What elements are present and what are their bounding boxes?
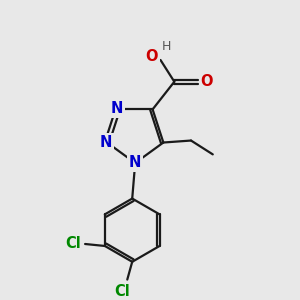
Text: Cl: Cl xyxy=(65,236,81,251)
Text: H: H xyxy=(162,40,171,53)
Text: N: N xyxy=(100,135,112,150)
Text: O: O xyxy=(201,74,213,89)
Text: N: N xyxy=(111,101,123,116)
Text: O: O xyxy=(146,49,158,64)
Text: N: N xyxy=(129,155,141,170)
Text: Cl: Cl xyxy=(115,284,130,299)
